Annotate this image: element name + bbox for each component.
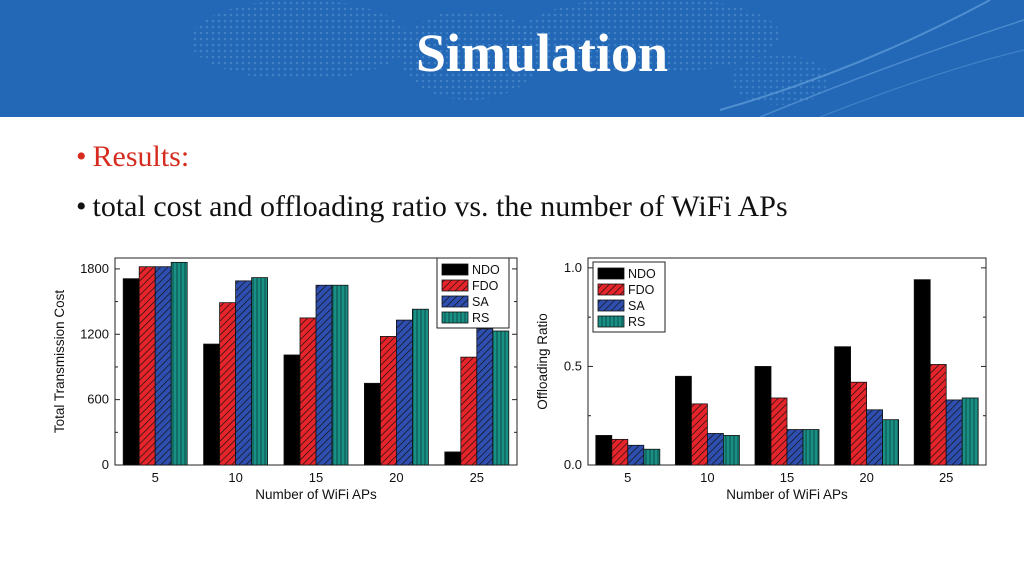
bullet-results-text: Results: (92, 140, 190, 173)
bullet-dot: • (76, 140, 87, 173)
x-tick-label: 25 (939, 470, 953, 485)
bullet-dot: • (76, 190, 87, 223)
bar-ndo (913, 279, 931, 466)
bar-ndo (444, 451, 462, 466)
bar-ndo (595, 435, 613, 466)
bar-fdo (460, 356, 478, 466)
bar-rs (722, 435, 740, 466)
bar-rs (882, 419, 900, 466)
bar-rs (331, 284, 349, 466)
bar-ndo (834, 346, 852, 466)
y-tick-label: 0.0 (564, 457, 582, 472)
bar-ndo (674, 375, 692, 466)
bar-sa (786, 429, 804, 466)
bar-rs (961, 397, 979, 466)
bar-fdo (770, 397, 788, 466)
bar-ndo (122, 278, 140, 466)
bar-ndo (363, 382, 381, 466)
x-axis-label: Number of WiFi APs (255, 487, 377, 502)
bar-ndo (754, 366, 772, 466)
chart-offloading-ratio: 0.0 0.5 1.0 5 10 15 20 25 Number of WiFi APs Offl… (535, 257, 987, 502)
legend-swatch-ndo (441, 263, 469, 276)
y-tick-label: 0 (102, 457, 109, 472)
bar-sa (476, 328, 494, 466)
y-tick-label: 1.0 (564, 260, 582, 275)
bar-fdo (929, 364, 947, 466)
bar-fdo (138, 266, 156, 466)
x-tick-label: 20 (859, 470, 873, 485)
x-axis-label: Number of WiFi APs (726, 487, 848, 502)
bullet-description-text: total cost and offloading ratio vs. the … (92, 190, 788, 223)
bullet-description: • total cost and offloading ratio vs. the… (76, 188, 788, 226)
bar-rs (802, 429, 820, 466)
legend-label-sa: SA (472, 295, 489, 309)
legend-swatch-sa (441, 295, 469, 308)
legend-swatch-fdo (597, 283, 625, 296)
bar-rs (251, 277, 269, 466)
chart-total-transmission-cost: 0 600 1200 1800 5 10 15 20 25 Number of WiFi APs T… (52, 257, 518, 502)
bar-sa (154, 266, 172, 466)
world-map-background (190, 0, 1024, 117)
bar-sa (627, 444, 645, 466)
legend-swatch-rs (597, 315, 625, 328)
legend-label-rs: RS (628, 315, 645, 329)
legend-label-rs: RS (472, 311, 489, 325)
bar-fdo (379, 336, 397, 466)
bar-sa (706, 433, 724, 466)
slide-header: Simulation (0, 0, 1024, 117)
legend-label-ndo: NDO (628, 267, 656, 281)
y-tick-label: 1200 (80, 326, 109, 341)
y-tick-label: 600 (87, 392, 109, 407)
bullet-list: • Results: • total cost and offloading rat… (76, 138, 788, 226)
bar-fdo (299, 317, 317, 466)
bar-rs (643, 448, 661, 466)
bar-rs (492, 330, 510, 466)
legend-label-fdo: FDO (472, 279, 499, 293)
legend-swatch-sa (597, 299, 625, 312)
bar-sa (315, 284, 333, 466)
legend-swatch-rs (441, 311, 469, 324)
bar-sa (395, 319, 413, 466)
x-tick-label: 25 (470, 470, 484, 485)
x-tick-label: 10 (700, 470, 714, 485)
x-tick-label: 5 (152, 470, 159, 485)
y-axis-label: Offloading Ratio (535, 313, 550, 410)
bar-rs (170, 261, 188, 466)
bar-sa (235, 280, 253, 466)
bar-rs (411, 308, 429, 466)
y-tick-label: 0.5 (564, 358, 582, 373)
bar-fdo (219, 302, 237, 466)
bar-fdo (850, 381, 868, 466)
legend: NDO FDO SA RS (436, 257, 510, 329)
bar-ndo (283, 354, 301, 466)
legend-label-fdo: FDO (628, 283, 655, 297)
y-axis-label: Total Transmission Cost (52, 290, 67, 434)
bar-ndo (203, 343, 221, 466)
legend-label-sa: SA (628, 299, 645, 313)
bar-sa (866, 409, 884, 466)
bullet-results: • Results: (76, 138, 788, 176)
bar-fdo (690, 403, 708, 466)
x-tick-label: 10 (228, 470, 242, 485)
legend: NDO FDO SA RS (592, 261, 666, 333)
x-tick-label: 15 (780, 470, 794, 485)
x-tick-label: 20 (389, 470, 403, 485)
x-tick-label: 15 (309, 470, 323, 485)
slide-title: Simulation (415, 23, 669, 83)
legend-label-ndo: NDO (472, 263, 500, 277)
legend-swatch-ndo (597, 267, 625, 280)
legend-swatch-fdo (441, 279, 469, 292)
y-tick-label: 1800 (80, 261, 109, 276)
x-tick-label: 5 (624, 470, 631, 485)
bar-fdo (611, 438, 629, 466)
bar-sa (945, 399, 963, 466)
